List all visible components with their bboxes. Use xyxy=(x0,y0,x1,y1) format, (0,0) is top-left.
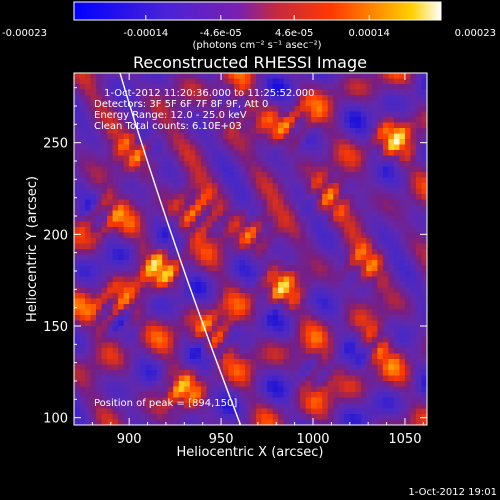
colorbar-tick-label: 0.00023 xyxy=(455,28,496,39)
heatmap-image xyxy=(74,73,427,425)
time-range-annotation: 1-Oct-2012 11:20:36.000 to 11:25:52.000 xyxy=(104,88,315,99)
colorbar: -0.00023 -0.00014 -4.6e-05 4.6e-05 0.00014 0.… xyxy=(2,1,496,51)
x-tick-label: 950 xyxy=(209,432,234,447)
colorbar-tick-label: -0.00023 xyxy=(2,28,47,39)
x-tick-label: 900 xyxy=(117,432,142,447)
colorbar-ticks: -0.00023 -0.00014 -4.6e-05 4.6e-05 0.00014 0.… xyxy=(2,15,496,39)
method-counts-annotation: Clean Total counts: 6.10E+03 xyxy=(94,121,242,132)
colorbar-tick-label: 0.00014 xyxy=(349,28,390,39)
colorbar-tick-label: 4.6e-05 xyxy=(275,28,313,39)
colorbar-tick-label: -4.6e-05 xyxy=(200,28,242,39)
energy-range-annotation: Energy Range: 12.0 - 25.0 keV xyxy=(94,110,247,121)
colorbar-tick-label: -0.00014 xyxy=(123,28,168,39)
y-tick-label: 100 xyxy=(43,412,68,427)
x-tick-label: 1050 xyxy=(388,432,421,447)
x-tick-label: 1000 xyxy=(296,432,329,447)
plot-frame xyxy=(73,72,428,426)
footer-timestamp: 1-Oct-2012 19:01 xyxy=(408,487,497,498)
colorbar-bar xyxy=(73,1,442,21)
plot-area: 900 950 1000 1050 100 150 200 250 1-Oct-2012 11… xyxy=(43,72,428,447)
y-axis-label: Heliocentric Y (arcsec) xyxy=(25,176,40,322)
colorbar-unit-label: (photons cm⁻² s⁻¹ asec⁻²) xyxy=(192,40,321,51)
chart-title: Reconstructed RHESSI Image xyxy=(133,53,367,72)
solar-limb-curve xyxy=(119,73,242,425)
y-tick-label: 250 xyxy=(43,137,68,152)
axis-ticks: 900 950 1000 1050 100 150 200 250 xyxy=(43,73,427,447)
peak-position-annotation: Position of peak = [894,150] xyxy=(94,398,237,409)
y-tick-label: 200 xyxy=(43,228,68,243)
x-axis-label: Heliocentric X (arcsec) xyxy=(177,445,324,460)
detectors-annotation: Detectors: 3F 5F 6F 7F 8F 9F, Att 0 xyxy=(94,99,268,110)
y-tick-label: 150 xyxy=(43,320,68,335)
